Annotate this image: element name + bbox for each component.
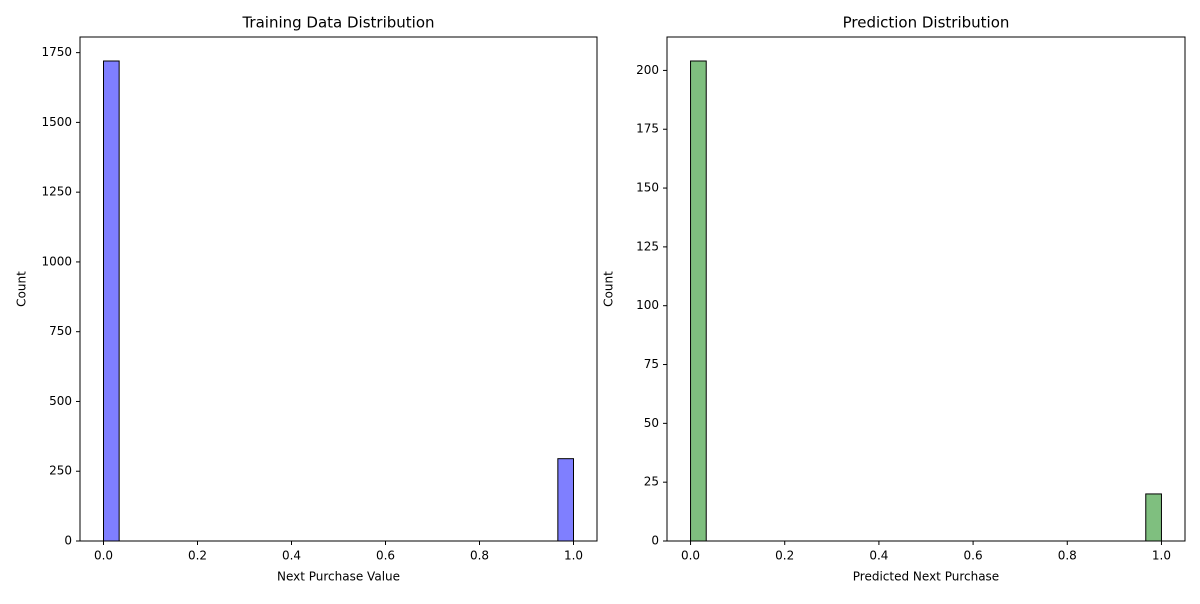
x-axis-label: Next Purchase Value xyxy=(277,570,400,584)
x-tick-label: 0.8 xyxy=(470,549,489,563)
y-tick-label: 0 xyxy=(64,534,72,548)
histogram-bar xyxy=(557,458,574,542)
y-axis-label: Count xyxy=(602,271,616,307)
y-tick-label: 1000 xyxy=(41,254,72,268)
y-tick-label: 125 xyxy=(636,239,659,253)
y-tick-label: 1250 xyxy=(41,185,72,199)
y-tick-label: 150 xyxy=(636,181,659,195)
x-axis-label: Predicted Next Purchase xyxy=(853,570,999,584)
y-tick-label: 50 xyxy=(644,416,659,430)
y-tick-label: 25 xyxy=(644,475,659,489)
y-tick-label: 250 xyxy=(49,464,72,478)
y-tick-label: 100 xyxy=(636,298,659,312)
y-tick-label: 1750 xyxy=(41,45,72,59)
axes-frame xyxy=(79,36,598,542)
x-tick-label: 0.6 xyxy=(964,549,983,563)
y-tick-label: 500 xyxy=(49,394,72,408)
x-tick-label: 1.0 xyxy=(564,549,583,563)
chart-title: Prediction Distribution xyxy=(843,14,1010,32)
chart-title: Training Data Distribution xyxy=(241,14,434,32)
y-tick-label: 200 xyxy=(636,63,659,77)
histogram-bar xyxy=(690,60,707,542)
y-axis-label: Count xyxy=(15,271,29,307)
histogram-bar xyxy=(1145,493,1162,542)
x-tick-label: 0.0 xyxy=(94,549,113,563)
x-tick-label: 0.6 xyxy=(376,549,395,563)
axes-frame xyxy=(666,36,1186,542)
x-tick-label: 0.2 xyxy=(775,549,794,563)
x-tick-label: 0.8 xyxy=(1058,549,1077,563)
x-tick-label: 0.0 xyxy=(681,549,700,563)
x-tick-label: 0.2 xyxy=(188,549,207,563)
y-tick-label: 1500 xyxy=(41,115,72,129)
x-tick-label: 0.4 xyxy=(869,549,888,563)
histogram-bar xyxy=(103,60,120,542)
x-tick-label: 1.0 xyxy=(1152,549,1171,563)
y-tick-label: 75 xyxy=(644,357,659,371)
x-tick-label: 0.4 xyxy=(282,549,301,563)
y-tick-label: 175 xyxy=(636,122,659,136)
y-tick-label: 0 xyxy=(651,534,659,548)
y-tick-label: 750 xyxy=(49,324,72,338)
